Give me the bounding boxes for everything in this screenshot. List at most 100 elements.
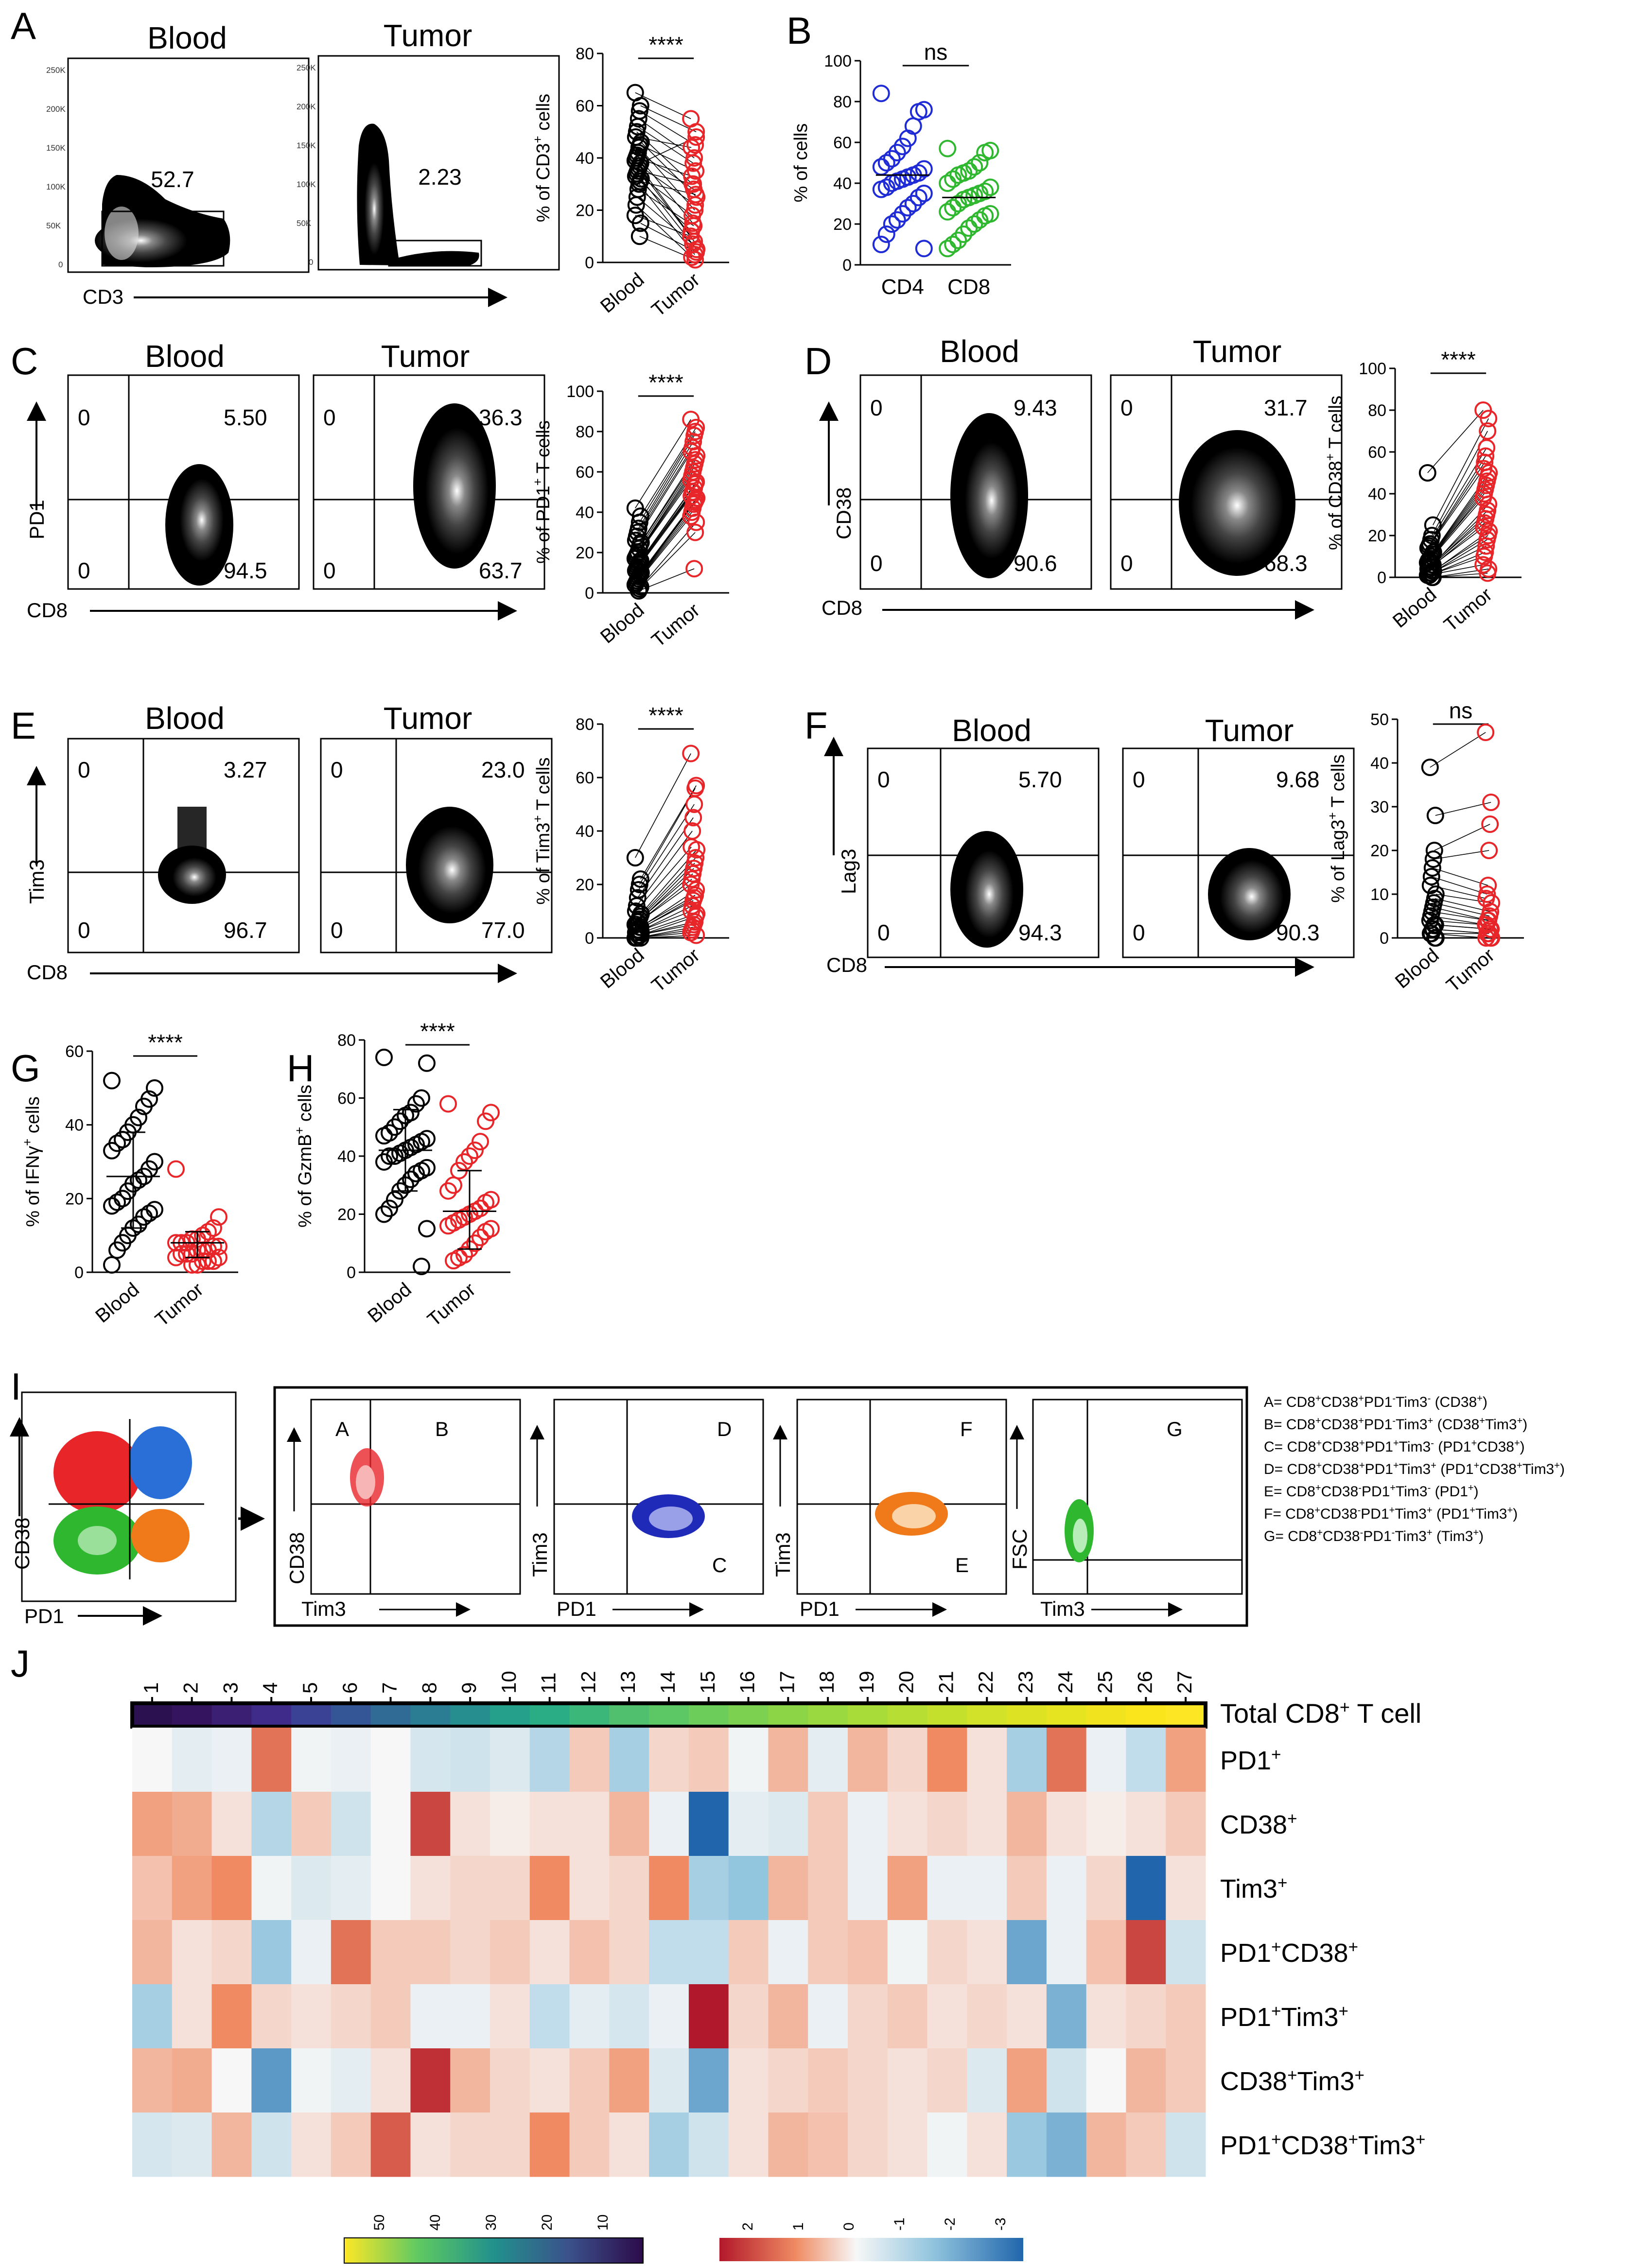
category-label: Tumor [647, 944, 704, 996]
pair-line [1429, 462, 1485, 546]
heatmap-cell [1126, 1728, 1166, 1792]
heatmap-column-label: 20 [895, 1671, 918, 1694]
flow-c-blood-q4: 94.5 [224, 558, 267, 583]
flow-panel-e: Blood Tumor 0 3.27 0 96.7 0 23.0 0 77.0 … [25, 701, 553, 984]
diverging-tick: 2 [740, 2222, 756, 2231]
heatmap-cell [688, 1856, 729, 1921]
y-tick-label: 60 [1368, 443, 1386, 462]
heatmap-top-cell [490, 1703, 530, 1727]
point-0 [872, 158, 890, 176]
point-tumor [1481, 815, 1499, 833]
heatmap-cell [132, 1856, 173, 1921]
svg-text:9.68: 9.68 [1276, 767, 1320, 792]
heatmap-cell [370, 1792, 411, 1856]
heatmap-j: 1 2 3 4 5 6 7 8 9 10 11 12 13 14 15 16 17 18 19 20 21 22 23 24 2… [130, 1671, 1425, 2264]
heatmap-column-label: 10 [497, 1671, 520, 1694]
svg-text:C: C [712, 1554, 727, 1576]
svg-text:E: E [955, 1554, 969, 1576]
point-0 [108, 1241, 126, 1259]
heatmap-cell [211, 1984, 252, 2049]
point-blood [630, 110, 647, 128]
pair-line [1430, 732, 1486, 768]
point-tumor [687, 513, 705, 531]
heatmap-cell [688, 1792, 729, 1856]
svg-text:77.0: 77.0 [481, 918, 525, 943]
svg-text:50K: 50K [297, 219, 312, 228]
point-blood [1422, 868, 1440, 885]
heatmap-cell [529, 1984, 570, 2049]
viridis-colorbar [344, 2237, 644, 2264]
point-1 [210, 1237, 227, 1255]
svg-text:Tim3: Tim3 [1040, 1597, 1085, 1620]
heatmap-cell [927, 1920, 967, 1985]
heatmap-cell [808, 1856, 848, 1921]
significance-label: **** [648, 370, 683, 395]
pair-line [635, 215, 691, 237]
point-1 [976, 144, 994, 161]
heatmap-cell [132, 2048, 173, 2113]
heatmap-cell [291, 1792, 332, 1856]
heatmap-cell [728, 1728, 769, 1792]
point-1 [955, 225, 973, 243]
heatmap-cell [569, 1920, 610, 1985]
heatmap-top-cell [331, 1703, 371, 1727]
point-tumor [1478, 531, 1496, 549]
y-tick-label: 20 [576, 544, 594, 562]
y-axis-label: % of CD3+ cells [530, 94, 554, 222]
svg-text:FSC: FSC [1008, 1529, 1031, 1570]
pair-line [1435, 894, 1492, 903]
heatmap-cell [490, 1984, 530, 2049]
y-tick-label: 0 [1377, 569, 1386, 587]
point-1 [194, 1252, 211, 1270]
point-tumor [686, 196, 704, 214]
diverging-tick: -3 [993, 2217, 1009, 2231]
viridis-tick: 30 [483, 2215, 499, 2231]
heatmap-cell [291, 1728, 332, 1792]
point-0 [375, 1048, 393, 1066]
y-tick-label: 80 [833, 93, 852, 111]
point-blood [630, 582, 647, 600]
svg-text:90.6: 90.6 [1014, 551, 1057, 576]
heatmap-cell [728, 1792, 769, 1856]
point-0 [877, 225, 895, 243]
diverging-tick: 0 [841, 2222, 857, 2231]
point-tumor [687, 926, 705, 944]
heatmap-cell [1086, 1728, 1126, 1792]
y-tick-label: 80 [576, 45, 594, 63]
heatmap-cell [1166, 1920, 1206, 1985]
svg-text:CD38: CD38 [285, 1532, 308, 1584]
point-0 [130, 1215, 147, 1233]
point-1 [466, 1234, 484, 1252]
point-1 [178, 1245, 195, 1263]
point-tumor [682, 227, 700, 245]
heatmap-row-label: PD1+CD38+Tim3+ [1220, 2130, 1425, 2161]
heatmap-top-cell [410, 1703, 451, 1727]
point-0 [915, 160, 933, 178]
panel-label-j: J [11, 1642, 30, 1685]
i-legend-line: D= CD8+CD38+PD1+Tim3+ (PD1+CD38+Tim3+) [1264, 1460, 1565, 1477]
heatmap-cell [331, 1792, 371, 1856]
flow-f-tumor-density [1208, 848, 1291, 940]
category-label: Tumor [1442, 944, 1499, 996]
heatmap-cell [410, 1856, 451, 1921]
flow-c-tumor-frame [313, 374, 545, 590]
svg-text:0: 0 [78, 918, 90, 943]
heatmap-cell [450, 1792, 490, 1856]
heatmap-cell [211, 1792, 252, 1856]
heatmap-cell [211, 1920, 252, 1985]
y-axis-label: % of CD38+ T cells [1323, 396, 1346, 550]
y-tick-label: 20 [1368, 527, 1386, 545]
point-0 [140, 1204, 158, 1222]
heatmap-column-label: 27 [1173, 1671, 1196, 1694]
point-0 [877, 154, 895, 172]
svg-text:9.43: 9.43 [1014, 395, 1057, 420]
heatmap-cell [490, 1792, 530, 1856]
heatmap-cell [967, 2112, 1007, 2177]
heatmap-cell [490, 1920, 530, 1985]
heatmap-cell [450, 2112, 490, 2177]
point-1 [981, 178, 999, 196]
pair-line [1433, 418, 1489, 525]
panel-label-c: C [11, 340, 38, 382]
